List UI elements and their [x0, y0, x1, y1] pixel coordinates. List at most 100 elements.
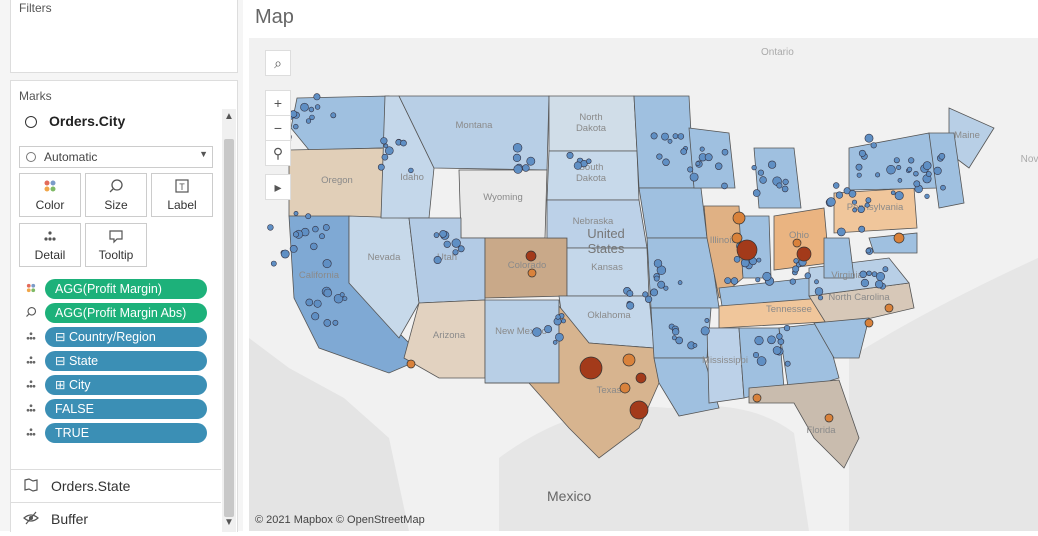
- mark-type-label: Automatic: [44, 150, 98, 164]
- map-canvas[interactable]: North Dakota South Dakota Montana Wyoming Idah…: [249, 38, 1038, 531]
- state-label: Florida: [806, 425, 836, 436]
- city-marker: [400, 139, 407, 147]
- city-marker: [875, 172, 881, 178]
- city-marker: [792, 265, 800, 273]
- city-marker: [293, 123, 299, 130]
- gulf-of-mexico: [499, 405, 809, 531]
- city-marker: [804, 272, 811, 279]
- map-worksheet: Map North Dakota South Dakota Montana Wyoming…: [243, 0, 1038, 531]
- city-marker: [859, 270, 867, 279]
- city-marker: [457, 245, 465, 253]
- field-pill[interactable]: AGG(Profit Margin Abs): [45, 303, 207, 323]
- city-marker: [687, 166, 694, 173]
- pin-icon: ⚲: [272, 145, 284, 161]
- city-marker: [667, 138, 673, 144]
- city-marker-loss: [736, 239, 758, 261]
- city-marker: [864, 202, 870, 208]
- city-marker: [385, 146, 394, 155]
- city-marker: [653, 259, 663, 268]
- city-marker: [312, 225, 319, 233]
- map-view[interactable]: North Dakota South Dakota Montana Wyoming Idah…: [249, 38, 1038, 531]
- city-marker: [330, 112, 337, 119]
- field-pill[interactable]: AGG(Profit Margin): [45, 279, 207, 299]
- scroll-thumb[interactable]: [224, 139, 234, 517]
- color-card[interactable]: Color: [19, 173, 81, 217]
- city-marker: [817, 295, 824, 301]
- marks-layer-header[interactable]: Orders.City: [11, 109, 221, 135]
- city-marker: [626, 290, 634, 297]
- city-marker: [860, 278, 870, 288]
- filters-title: Filters: [19, 1, 52, 15]
- detail-card[interactable]: Detail: [19, 223, 81, 267]
- city-marker: [452, 249, 459, 256]
- state-label: Tennessee: [766, 304, 812, 315]
- city-marker: [672, 328, 680, 336]
- city-marker: [874, 280, 884, 289]
- city-marker: [309, 114, 315, 121]
- city-marker: [522, 164, 530, 172]
- layer-radio-icon[interactable]: [25, 116, 37, 128]
- state-label: Colorado: [508, 260, 547, 271]
- city-marker: [858, 225, 866, 233]
- city-marker: [555, 314, 561, 320]
- marks-title: Marks: [19, 89, 52, 103]
- field-pill[interactable]: ⊟ State: [45, 351, 207, 371]
- field-pill[interactable]: ⊟ Country/Region: [45, 327, 207, 347]
- detail-icon: [25, 378, 41, 394]
- city-marker: [300, 102, 309, 112]
- city-marker: [875, 272, 885, 282]
- city-marker: [913, 171, 919, 177]
- city-marker-loss: [732, 211, 746, 225]
- city-marker: [767, 335, 776, 345]
- city-marker: [852, 207, 858, 213]
- marks-card: Marks Orders.City ▲ ▼ Automatic ▼ Color: [10, 80, 238, 532]
- pin-button[interactable]: ⚲: [265, 140, 291, 166]
- city-marker: [342, 296, 348, 301]
- map-search-button[interactable]: ⌕: [265, 50, 291, 76]
- city-marker: [310, 242, 318, 251]
- city-marker: [783, 325, 791, 332]
- field-pill[interactable]: ⊞ City: [45, 375, 207, 395]
- city-marker: [270, 260, 277, 267]
- label-card[interactable]: T Label: [151, 173, 213, 217]
- city-marker: [292, 231, 299, 238]
- city-marker-loss: [864, 318, 874, 328]
- field-pill[interactable]: TRUE: [45, 423, 207, 443]
- circle-mark-icon: [26, 152, 36, 162]
- city-marker: [848, 190, 857, 198]
- city-marker: [832, 182, 840, 189]
- city-marker: [851, 199, 857, 205]
- state-label: California: [299, 270, 340, 281]
- scroll-up-icon[interactable]: ▲: [224, 111, 234, 122]
- city-marker: [826, 197, 836, 207]
- city-marker: [886, 164, 896, 175]
- state-label: Nebraska: [573, 216, 614, 227]
- city-marker: [663, 285, 669, 291]
- city-marker-loss: [796, 246, 812, 262]
- city-marker: [870, 142, 877, 149]
- layer-orders-state[interactable]: Orders.State: [11, 469, 221, 502]
- state-label: Mississippi: [702, 355, 748, 366]
- mark-type-dropdown[interactable]: Automatic ▼: [19, 146, 213, 168]
- marks-scrollbar[interactable]: ▲ ▼: [222, 109, 236, 532]
- state-label: Idaho: [400, 172, 424, 183]
- city-marker: [380, 137, 388, 145]
- layer-buffer[interactable]: Buffer: [11, 502, 221, 535]
- field-pill[interactable]: FALSE: [45, 399, 207, 419]
- city-marker: [513, 164, 523, 174]
- city-marker: [305, 213, 312, 220]
- toolbar-expand-button[interactable]: ▸: [265, 174, 291, 200]
- scroll-down-icon[interactable]: ▼: [224, 517, 234, 528]
- map-layer-icon: [23, 477, 39, 496]
- city-marker: [695, 161, 701, 166]
- city-marker: [755, 277, 761, 283]
- tooltip-card[interactable]: Tooltip: [85, 223, 147, 267]
- size-card[interactable]: Size: [85, 173, 147, 217]
- zoom-in-button[interactable]: +: [265, 90, 291, 116]
- city-marker: [662, 158, 670, 166]
- filters-shelf[interactable]: Filters: [10, 0, 238, 73]
- detail-icon: [25, 354, 41, 370]
- city-marker-loss: [792, 238, 802, 248]
- zoom-out-button[interactable]: −: [265, 115, 291, 141]
- state-label: Utah: [437, 252, 457, 263]
